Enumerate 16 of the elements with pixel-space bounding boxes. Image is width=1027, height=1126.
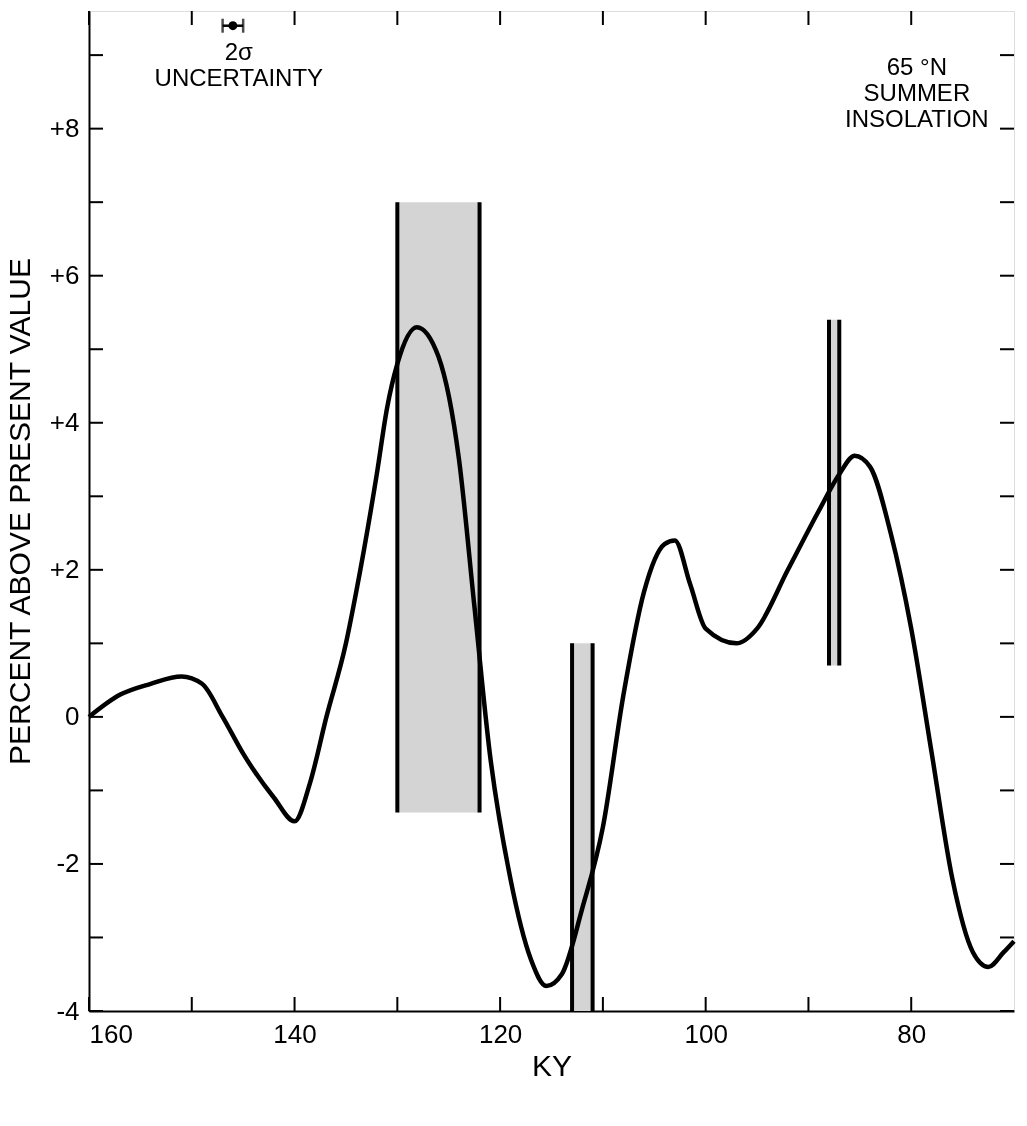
- y-tick-label: -4: [56, 995, 80, 1026]
- y-tick-label: -2: [56, 848, 80, 879]
- x-axis-title: KY: [531, 1048, 573, 1082]
- x-tick-label: 100: [684, 1018, 728, 1049]
- y-tick-label: 0: [65, 701, 80, 732]
- x-tick-label: 80: [897, 1018, 927, 1049]
- y-tick-label: +8: [49, 113, 80, 144]
- x-tick-label: 120: [478, 1018, 523, 1049]
- x-tick-label: 140: [273, 1018, 317, 1049]
- annotation: 2σ UNCERTAINTY: [154, 38, 324, 91]
- annotation: 65 °N SUMMER INSOLATION: [845, 53, 989, 132]
- y-tick-label: +4: [49, 407, 80, 438]
- y-tick-label: +2: [49, 554, 80, 585]
- y-tick-label: +6: [49, 260, 80, 291]
- y-axis-title: PERCENT ABOVE PRESENT VALUE: [2, 258, 36, 765]
- x-tick-label: 160: [89, 1018, 133, 1049]
